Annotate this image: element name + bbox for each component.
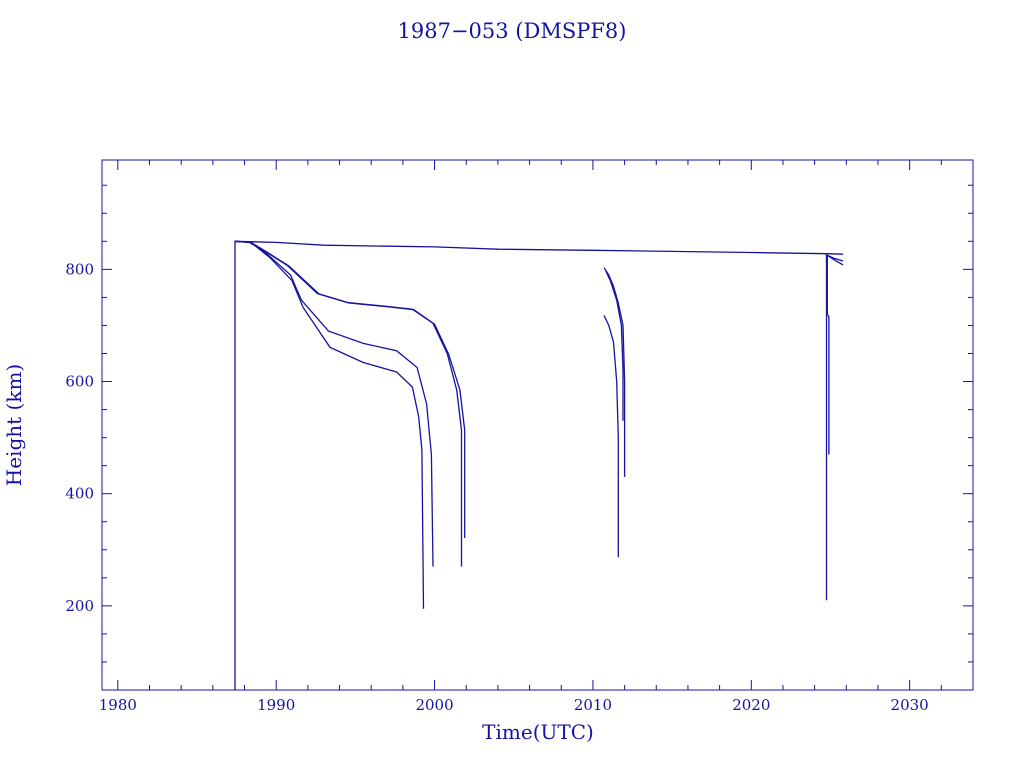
series-line-decay-c2 — [234, 240, 434, 567]
y-tick-label: 400 — [65, 485, 94, 503]
series-line-decay-e4 — [826, 254, 844, 266]
tick-labels: 1980 1990 2000 2010 2020 2030 200 400 600 800 — [65, 260, 928, 714]
series-line-decay-b1 — [234, 240, 463, 567]
x-tick-label: 1980 — [99, 696, 137, 714]
y-tick-label: 200 — [65, 597, 94, 615]
series-line-main — [234, 240, 844, 690]
plot-frame — [101, 159, 974, 691]
chart-title: 1987−053 (DMSPF8) — [398, 19, 627, 43]
series-line-decay-d1 — [603, 267, 626, 477]
axis-ticks — [102, 160, 974, 691]
x-tick-label: 2000 — [415, 696, 453, 714]
x-tick-label: 2020 — [732, 696, 770, 714]
series-line-decay-b2 — [234, 240, 466, 538]
series-line-decay-e2 — [826, 255, 830, 455]
y-axis-label: Height (km) — [2, 364, 26, 486]
x-axis-label: Time(UTC) — [482, 720, 594, 744]
y-tick-label: 600 — [65, 373, 94, 391]
series-line-decay-d2 — [605, 270, 624, 421]
series-group — [234, 240, 844, 690]
x-tick-label: 2010 — [574, 696, 612, 714]
series-line-decay-d3 — [603, 315, 619, 558]
y-tick-label: 800 — [65, 260, 94, 278]
x-tick-label: 2030 — [891, 696, 929, 714]
series-line-decay-c1 — [234, 240, 425, 609]
x-tick-label: 1990 — [257, 696, 295, 714]
